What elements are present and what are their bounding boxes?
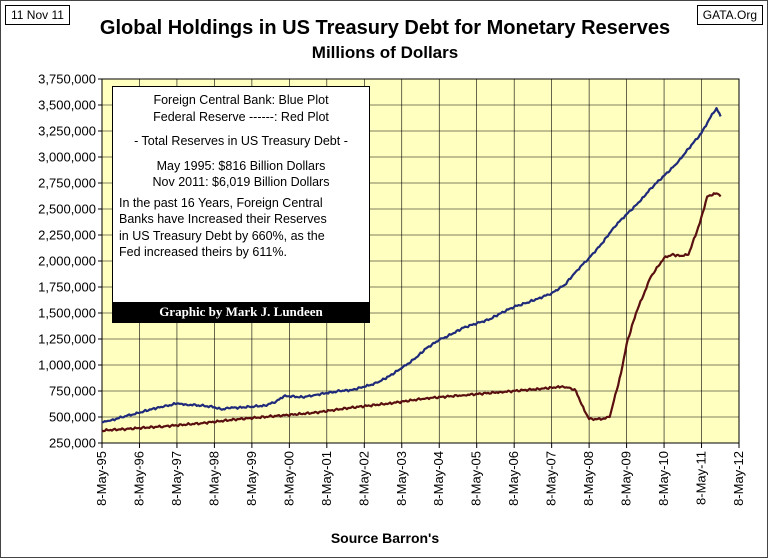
source-site-label: GATA.Org — [696, 5, 763, 25]
legend-box: Foreign Central Bank: Blue Plot Federal … — [112, 86, 370, 323]
x-tick-label: 8-May-01 — [319, 451, 334, 506]
author-credit: Graphic by Mark J. Lundeen — [113, 302, 369, 322]
x-tick-label: 8-May-98 — [206, 451, 221, 506]
legend-blue-entry: Foreign Central Bank: Blue Plot — [153, 93, 329, 107]
y-tick-label: 2,250,000 — [38, 228, 96, 243]
y-tick-label: 3,750,000 — [38, 72, 96, 87]
date-label: 11 Nov 11 — [5, 5, 70, 25]
x-tick-label: 8-May-05 — [469, 451, 484, 506]
y-tick-label: 2,000,000 — [38, 254, 96, 269]
y-tick-label: 3,250,000 — [38, 124, 96, 139]
x-tick-label: 8-May-12 — [731, 451, 746, 506]
x-axis-label: Source Barron's — [330, 530, 440, 546]
chart-title: Global Holdings in US Treasury Debt for … — [99, 17, 671, 39]
y-tick-label: 1,250,000 — [38, 332, 96, 347]
y-tick-label: 500,000 — [49, 410, 96, 425]
y-tick-label: 1,750,000 — [38, 280, 96, 295]
x-tick-label: 8-May-08 — [581, 451, 596, 506]
legend-nov-2011: Nov 2011: $6,019 Billion Dollars — [152, 175, 330, 189]
x-tick-label: 8-May-95 — [94, 451, 109, 506]
x-tick-label: 8-May-99 — [244, 451, 259, 506]
series-group — [101, 106, 722, 433]
legend-note-line: In the past 16 Years, Foreign Central — [119, 195, 323, 210]
y-tick-label: 1,500,000 — [38, 306, 96, 321]
legend-red-entry: Federal Reserve ------: Red Plot — [153, 109, 329, 124]
x-tick-label: 8-May-04 — [431, 451, 446, 506]
legend-note-line: in US Treasury Debt by 660%, as the — [119, 228, 325, 243]
y-tick-label: 250,000 — [49, 436, 96, 451]
y-tick-label: 3,500,000 — [38, 98, 96, 113]
x-tick-label: 8-May-02 — [356, 451, 371, 506]
x-tick-label: 8-May-96 — [131, 451, 146, 506]
series-line-federal-reserve — [101, 192, 722, 433]
legend-may-1995: May 1995: $816 Billion Dollars — [156, 158, 326, 173]
y-tick-label: 2,500,000 — [38, 202, 96, 217]
x-tick-label: 8-May-07 — [544, 451, 559, 506]
chart-subtitle: Millions of Dollars — [311, 43, 459, 62]
y-tick-label: 2,750,000 — [38, 176, 96, 191]
series-line-foreign-central-bank — [101, 106, 722, 424]
legend-total-heading: - Total Reserves in US Treasury Debt - — [134, 134, 348, 148]
legend-note-line: Banks have Increased their Reserves — [119, 212, 327, 226]
x-tick-label: 8-May-03 — [394, 451, 409, 506]
x-axis: 8-May-95 8-May-96 8-May-97 8-May-98 8-May-99… — [94, 443, 746, 506]
x-tick-label: 8-May-06 — [506, 451, 521, 506]
x-tick-label: 8-May-97 — [169, 451, 184, 506]
x-tick-label: 8-May-09 — [619, 451, 634, 506]
x-tick-label: 8-May-11 — [694, 451, 709, 505]
y-tick-label: 750,000 — [49, 384, 96, 399]
y-tick-label: 3,000,000 — [38, 150, 96, 165]
x-tick-label: 8-May-10 — [656, 451, 671, 506]
y-tick-label: 1,000,000 — [38, 358, 96, 373]
x-tick-label: 8-May-00 — [281, 451, 296, 506]
y-axis: 3,750,000 3,500,000 3,250,000 3,000,000 2,75… — [38, 72, 102, 451]
legend-note-line: Fed increased theirs by 611%. — [119, 245, 287, 259]
